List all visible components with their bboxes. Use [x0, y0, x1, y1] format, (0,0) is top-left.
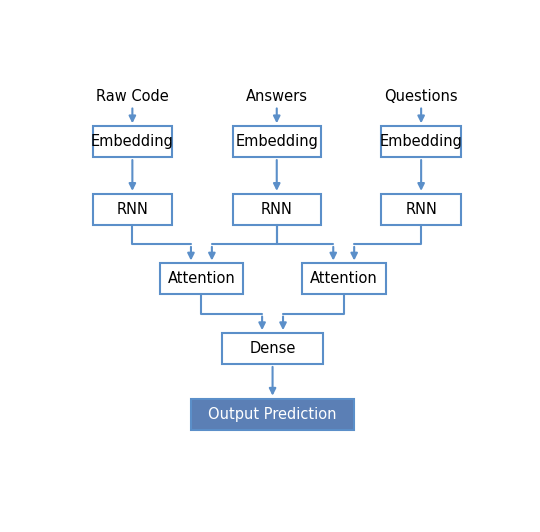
Text: Embedding: Embedding — [91, 134, 174, 149]
Text: Output Prediction: Output Prediction — [208, 406, 337, 421]
FancyBboxPatch shape — [381, 194, 461, 225]
FancyBboxPatch shape — [93, 194, 172, 225]
Text: Attention: Attention — [167, 271, 235, 286]
Text: Embedding: Embedding — [235, 134, 318, 149]
Text: Raw Code: Raw Code — [96, 89, 168, 104]
FancyBboxPatch shape — [93, 126, 172, 157]
FancyBboxPatch shape — [160, 263, 243, 295]
FancyBboxPatch shape — [233, 194, 321, 225]
Text: RNN: RNN — [117, 202, 148, 217]
FancyBboxPatch shape — [222, 333, 323, 364]
Text: Questions: Questions — [384, 89, 458, 104]
FancyBboxPatch shape — [381, 126, 461, 157]
Text: Answers: Answers — [246, 89, 308, 104]
FancyBboxPatch shape — [302, 263, 386, 295]
Text: Embedding: Embedding — [380, 134, 463, 149]
Text: RNN: RNN — [405, 202, 437, 217]
Text: Dense: Dense — [249, 341, 296, 356]
FancyBboxPatch shape — [233, 126, 321, 157]
Text: Attention: Attention — [310, 271, 377, 286]
Text: RNN: RNN — [261, 202, 293, 217]
FancyBboxPatch shape — [191, 398, 354, 430]
